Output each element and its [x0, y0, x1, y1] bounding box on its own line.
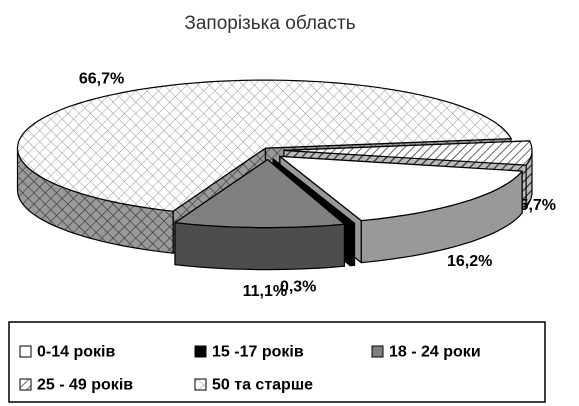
slice: [279, 155, 523, 222]
slice: [16, 79, 512, 212]
slice: [272, 158, 356, 225]
slice: [174, 159, 345, 229]
data-label: 16,2%: [447, 253, 492, 270]
legend-label: 18 - 24 роки: [389, 344, 481, 361]
legend-label: 25 - 49 років: [37, 377, 133, 394]
legend-swatch: [19, 378, 32, 391]
data-label: 11,1%: [243, 283, 287, 300]
legend-swatch: [194, 345, 207, 358]
data-label: 0,3%: [280, 279, 316, 296]
legend-label: 15 -17 років: [212, 344, 304, 361]
legend-label: 50 та старше: [212, 377, 313, 394]
slice-side: [349, 222, 356, 267]
legend-swatch: [19, 345, 32, 358]
data-label: 5,7%: [520, 197, 556, 214]
legend-swatch: [194, 378, 207, 391]
legend-box: [8, 321, 546, 403]
legend-swatch: [371, 345, 384, 358]
legend-label: 0-14 років: [37, 344, 115, 361]
chart-title: Запорізька область: [184, 13, 355, 34]
slice: [283, 140, 533, 166]
slice-side: [174, 222, 345, 271]
data-label: 66,7%: [79, 70, 124, 87]
